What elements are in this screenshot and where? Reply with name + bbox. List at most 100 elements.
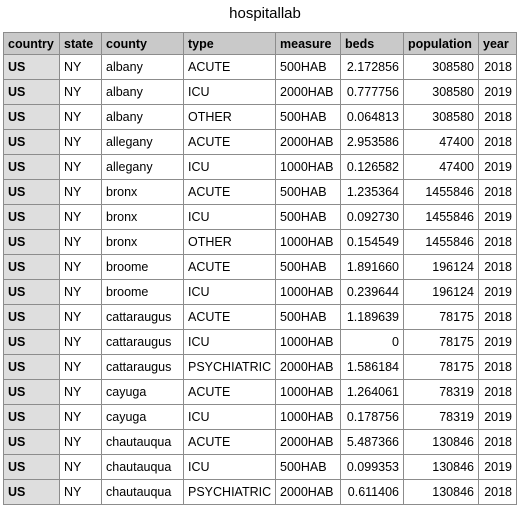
cell-measure[interactable]: 1000HAB [275, 229, 341, 255]
cell-population[interactable]: 130846 [403, 454, 479, 480]
table-row[interactable]: US NY albany OTHER 500HAB 0.064813 308580 2018 [3, 104, 517, 130]
cell-beds[interactable]: 2.172856 [340, 54, 404, 80]
cell-measure[interactable]: 2000HAB [275, 354, 341, 380]
cell-state[interactable]: NY [59, 229, 102, 255]
table-row[interactable]: US NY cattaraugus PSYCHIATRIC 2000HAB 1.58618… [3, 354, 517, 380]
cell-measure[interactable]: 500HAB [275, 454, 341, 480]
cell-county[interactable]: cattaraugus [101, 304, 184, 330]
cell-beds[interactable]: 1.264061 [340, 379, 404, 405]
cell-beds[interactable]: 0.777756 [340, 79, 404, 105]
table-row[interactable]: US NY chautauqua PSYCHIATRIC 2000HAB 0.611406… [3, 479, 517, 505]
cell-county[interactable]: allegany [101, 129, 184, 155]
table-row[interactable]: US NY chautauqua ACUTE 2000HAB 5.487366 130846… [3, 429, 517, 455]
cell-country[interactable]: US [3, 129, 60, 155]
cell-state[interactable]: NY [59, 154, 102, 180]
cell-year[interactable]: 2019 [478, 404, 517, 430]
cell-population[interactable]: 196124 [403, 254, 479, 280]
cell-type[interactable]: PSYCHIATRIC [183, 354, 276, 380]
column-header-county[interactable]: county [101, 32, 184, 55]
cell-type[interactable]: ACUTE [183, 429, 276, 455]
cell-beds[interactable]: 2.953586 [340, 129, 404, 155]
cell-year[interactable]: 2018 [478, 304, 517, 330]
cell-measure[interactable]: 1000HAB [275, 404, 341, 430]
cell-population[interactable]: 130846 [403, 479, 479, 505]
cell-state[interactable]: NY [59, 254, 102, 280]
cell-state[interactable]: NY [59, 54, 102, 80]
cell-population[interactable]: 47400 [403, 129, 479, 155]
cell-county[interactable]: albany [101, 54, 184, 80]
cell-county[interactable]: albany [101, 104, 184, 130]
cell-country[interactable]: US [3, 479, 60, 505]
cell-state[interactable]: NY [59, 454, 102, 480]
cell-year[interactable]: 2018 [478, 429, 517, 455]
cell-beds[interactable]: 0.099353 [340, 454, 404, 480]
table-row[interactable]: US NY allegany ACUTE 2000HAB 2.953586 47400 201… [3, 129, 517, 155]
cell-country[interactable]: US [3, 279, 60, 305]
cell-population[interactable]: 47400 [403, 154, 479, 180]
cell-population[interactable]: 78175 [403, 354, 479, 380]
table-row[interactable]: US NY albany ICU 2000HAB 0.777756 308580 2019 [3, 79, 517, 105]
cell-measure[interactable]: 500HAB [275, 254, 341, 280]
cell-measure[interactable]: 500HAB [275, 54, 341, 80]
cell-state[interactable]: NY [59, 404, 102, 430]
cell-population[interactable]: 308580 [403, 104, 479, 130]
cell-state[interactable]: NY [59, 354, 102, 380]
cell-year[interactable]: 2019 [478, 279, 517, 305]
table-row[interactable]: US NY bronx ACUTE 500HAB 1.235364 1455846 2018 [3, 179, 517, 205]
cell-county[interactable]: chautauqua [101, 429, 184, 455]
cell-state[interactable]: NY [59, 129, 102, 155]
cell-type[interactable]: ICU [183, 204, 276, 230]
cell-type[interactable]: ICU [183, 154, 276, 180]
cell-year[interactable]: 2018 [478, 54, 517, 80]
column-header-measure[interactable]: measure [275, 32, 341, 55]
cell-year[interactable]: 2018 [478, 179, 517, 205]
table-row[interactable]: US NY chautauqua ICU 500HAB 0.099353 130846 201… [3, 454, 517, 480]
cell-beds[interactable]: 0 [340, 329, 404, 355]
table-row[interactable]: US NY broome ACUTE 500HAB 1.891660 196124 2018 [3, 254, 517, 280]
cell-country[interactable]: US [3, 204, 60, 230]
cell-measure[interactable]: 2000HAB [275, 79, 341, 105]
cell-type[interactable]: ACUTE [183, 379, 276, 405]
column-header-year[interactable]: year [478, 32, 517, 55]
cell-population[interactable]: 308580 [403, 79, 479, 105]
cell-country[interactable]: US [3, 154, 60, 180]
cell-population[interactable]: 308580 [403, 54, 479, 80]
cell-population[interactable]: 78175 [403, 329, 479, 355]
cell-population[interactable]: 1455846 [403, 204, 479, 230]
cell-beds[interactable]: 0.611406 [340, 479, 404, 505]
cell-year[interactable]: 2019 [478, 454, 517, 480]
column-header-type[interactable]: type [183, 32, 276, 55]
cell-country[interactable]: US [3, 104, 60, 130]
cell-year[interactable]: 2018 [478, 229, 517, 255]
cell-population[interactable]: 130846 [403, 429, 479, 455]
cell-state[interactable]: NY [59, 379, 102, 405]
cell-state[interactable]: NY [59, 279, 102, 305]
cell-county[interactable]: allegany [101, 154, 184, 180]
cell-year[interactable]: 2019 [478, 204, 517, 230]
cell-country[interactable]: US [3, 329, 60, 355]
table-row[interactable]: US NY allegany ICU 1000HAB 0.126582 47400 2019 [3, 154, 517, 180]
cell-county[interactable]: broome [101, 279, 184, 305]
cell-beds[interactable]: 1.891660 [340, 254, 404, 280]
cell-type[interactable]: ACUTE [183, 54, 276, 80]
cell-population[interactable]: 78175 [403, 304, 479, 330]
cell-county[interactable]: chautauqua [101, 479, 184, 505]
cell-state[interactable]: NY [59, 429, 102, 455]
cell-type[interactable]: ICU [183, 404, 276, 430]
table-row[interactable]: US NY cattaraugus ICU 1000HAB 0 78175 2019 [3, 329, 517, 355]
cell-county[interactable]: cayuga [101, 404, 184, 430]
cell-year[interactable]: 2018 [478, 129, 517, 155]
cell-beds[interactable]: 1.235364 [340, 179, 404, 205]
column-header-population[interactable]: population [403, 32, 479, 55]
cell-measure[interactable]: 1000HAB [275, 329, 341, 355]
cell-county[interactable]: albany [101, 79, 184, 105]
cell-beds[interactable]: 0.092730 [340, 204, 404, 230]
cell-country[interactable]: US [3, 354, 60, 380]
cell-county[interactable]: broome [101, 254, 184, 280]
table-row[interactable]: US NY cattaraugus ACUTE 500HAB 1.189639 78175 2… [3, 304, 517, 330]
cell-country[interactable]: US [3, 379, 60, 405]
cell-measure[interactable]: 2000HAB [275, 429, 341, 455]
cell-measure[interactable]: 1000HAB [275, 279, 341, 305]
cell-beds[interactable]: 0.064813 [340, 104, 404, 130]
cell-type[interactable]: OTHER [183, 229, 276, 255]
